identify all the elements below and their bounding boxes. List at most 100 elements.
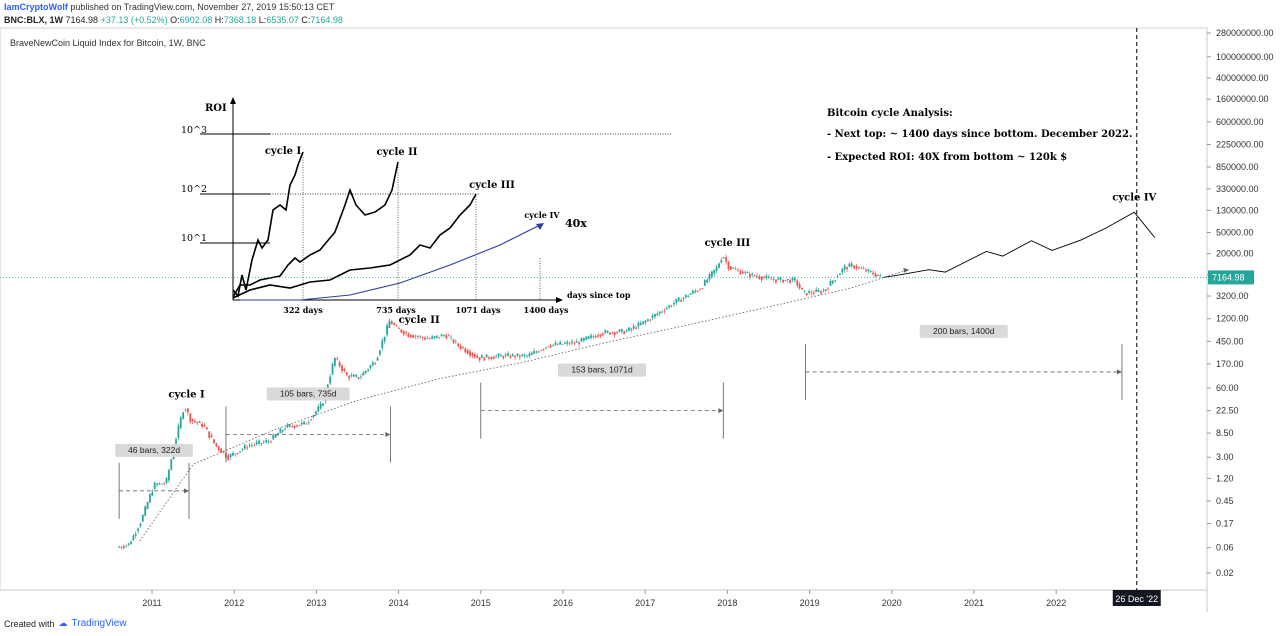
candle-body	[160, 483, 163, 485]
y-tick-label: 16000000.00	[1216, 94, 1269, 104]
candle-body	[315, 411, 317, 415]
candle-body	[130, 541, 132, 545]
candle-body	[260, 443, 263, 444]
candle-body	[338, 361, 341, 367]
candle-body	[817, 290, 820, 292]
high-value: 7368.18	[223, 15, 257, 25]
candle-body	[853, 265, 856, 269]
candle-body	[120, 546, 123, 548]
candle-body	[483, 357, 486, 361]
candle-body	[189, 413, 192, 422]
candle-body	[473, 354, 476, 358]
candle-body	[201, 423, 204, 427]
cycle-label: cycle II	[399, 315, 440, 326]
x-tick-label: 2019	[800, 598, 820, 608]
candle-body	[269, 441, 272, 443]
candle-body	[431, 336, 434, 339]
candle-body	[329, 376, 332, 384]
y-tick-label: 8.50	[1216, 428, 1234, 438]
measure-label-box	[266, 387, 350, 401]
candle-body	[760, 276, 763, 281]
plot-area	[0, 27, 1208, 591]
candle-body	[407, 333, 410, 338]
candle-body	[687, 296, 690, 297]
inset-cycle-iv-curve	[240, 224, 541, 301]
y-tick-label: 0.02	[1216, 568, 1234, 578]
candle-body	[205, 427, 208, 430]
y-tick-label: 3.00	[1216, 452, 1234, 462]
time-axis[interactable]: 2011 2012 2013 2014 2015 2016 2017 2018 2019 2020…	[142, 590, 1066, 608]
candle-body	[559, 341, 562, 345]
candle-body	[191, 418, 194, 422]
analysis-line-roi: - Expected ROI: 40X from bottom ~ 120k $	[827, 152, 1067, 163]
inset-x-tick-label: 322 days	[283, 305, 323, 315]
candle-body	[582, 338, 585, 341]
candle-body	[756, 275, 758, 277]
candle-body	[149, 494, 151, 503]
candle-body	[246, 447, 249, 449]
candle-body	[625, 330, 628, 332]
candle-body	[867, 269, 870, 271]
candle-body	[689, 293, 692, 295]
candle-body	[824, 289, 827, 291]
close-value: 7164.98	[310, 15, 343, 25]
candle-body	[526, 355, 528, 357]
tradingview-brand[interactable]: TradingView	[71, 618, 127, 629]
candle-body	[798, 284, 801, 289]
candle-body	[729, 266, 732, 270]
candle-body	[440, 334, 443, 337]
candle-body	[796, 280, 799, 286]
candle-body	[860, 267, 863, 269]
candle-body	[251, 444, 253, 446]
candle-body	[132, 535, 135, 541]
price-axis[interactable]: 280000000.00 100000000.00 40000000.00 16000…	[1207, 28, 1274, 578]
candle-body	[862, 268, 865, 270]
candle-body	[706, 279, 709, 283]
candle-body	[611, 332, 614, 334]
candle-body	[827, 288, 829, 290]
candle-body	[305, 423, 308, 425]
candle-body	[822, 290, 825, 292]
candle-body	[265, 440, 268, 443]
candle-body	[535, 351, 538, 353]
inset-x-arrowhead	[556, 297, 563, 303]
candle-body	[628, 327, 630, 332]
candle-body	[765, 275, 768, 278]
candle-body	[234, 453, 237, 455]
trend-line	[139, 269, 909, 542]
x-tick-label: 2022	[1046, 598, 1066, 608]
candle-body	[414, 335, 417, 337]
candle-body	[590, 335, 592, 338]
candle-body	[371, 362, 374, 366]
candle-body	[502, 356, 505, 359]
candle-body	[855, 266, 858, 269]
y-tick-label: 130000.00	[1216, 205, 1259, 215]
published-text: published on TradingView.com, November 2…	[70, 2, 335, 12]
candle-body	[488, 357, 490, 359]
measure-arrowhead	[718, 408, 724, 414]
candle-body	[623, 331, 626, 334]
symbol-label: BNC:BLX, 1W	[4, 15, 63, 25]
candle-body	[146, 502, 149, 510]
candle-body	[457, 343, 460, 346]
candle-body	[732, 268, 735, 269]
tradingview-logo-icon: ☁	[58, 618, 68, 628]
candle-body	[217, 446, 220, 451]
candle-body	[753, 275, 756, 277]
candle-body	[744, 271, 747, 273]
candle-body	[635, 327, 637, 329]
candle-body	[424, 337, 426, 340]
candle-body	[184, 409, 187, 411]
candle-body	[127, 543, 130, 545]
y-tick-label: 20000.00	[1216, 249, 1254, 259]
ohlc-header: BNC:BLX, 1W 7164.98 +37.13 (+0.52%) O:69…	[4, 15, 343, 25]
candle-body	[549, 345, 552, 348]
candle-body	[122, 546, 125, 549]
candle-body	[720, 259, 723, 263]
candle-body	[575, 341, 578, 343]
author-link[interactable]: IamCryptoWolf	[4, 2, 68, 12]
measure-label-box	[115, 443, 193, 457]
candle-body	[547, 346, 550, 348]
candle-body	[388, 320, 391, 329]
